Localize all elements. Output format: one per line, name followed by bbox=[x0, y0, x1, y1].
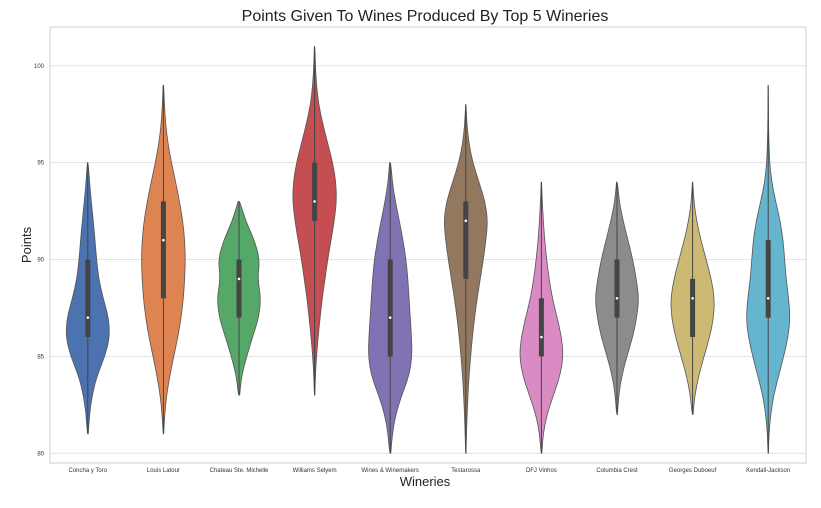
y-tick-label: 95 bbox=[37, 161, 44, 167]
iqr-box-3 bbox=[312, 162, 318, 221]
y-tick-label: 100 bbox=[34, 64, 45, 70]
x-tick-label: Columbia Crest bbox=[596, 468, 638, 474]
plot-area bbox=[49, 26, 807, 464]
x-axis-ticks: Concha y Toro Louis Latour Chateau Ste. Mi… bbox=[69, 468, 791, 474]
median-marker-1 bbox=[162, 238, 165, 242]
median-marker-2 bbox=[237, 277, 241, 281]
x-tick-label: Kendall-Jackson bbox=[746, 468, 790, 474]
iqr-box-9 bbox=[765, 240, 771, 318]
x-tick-label: Chateau Ste. Michelle bbox=[210, 468, 269, 474]
iqr-box-6 bbox=[538, 298, 544, 357]
x-tick-label: Georges Duboeuf bbox=[669, 468, 717, 474]
y-axis-ticks: 80 85 90 95 100 bbox=[34, 64, 45, 458]
x-axis-label: Wineries bbox=[400, 474, 451, 489]
median-marker-7 bbox=[615, 296, 619, 300]
median-marker-5 bbox=[464, 219, 468, 223]
violins bbox=[65, 45, 791, 454]
median-marker-4 bbox=[388, 316, 392, 319]
y-tick-label: 90 bbox=[37, 258, 44, 264]
median-marker-9 bbox=[766, 296, 770, 300]
median-marker-6 bbox=[540, 335, 543, 339]
x-tick-label: Williams Selyem bbox=[293, 468, 337, 474]
median-marker-8 bbox=[691, 296, 694, 300]
y-tick-label: 85 bbox=[37, 354, 44, 360]
iqr-box-7 bbox=[614, 259, 620, 318]
x-tick-label: Louis Latour bbox=[147, 468, 180, 474]
iqr-box-4 bbox=[387, 259, 393, 357]
iqr-box-0 bbox=[85, 259, 91, 338]
y-tick-label: 80 bbox=[37, 451, 44, 457]
x-tick-label: DFJ Vinhos bbox=[526, 468, 557, 474]
iqr-box-5 bbox=[463, 201, 469, 279]
median-marker-3 bbox=[313, 200, 316, 203]
median-marker-0 bbox=[86, 316, 90, 319]
y-axis-label: Points bbox=[19, 226, 34, 263]
x-tick-label: Concha y Toro bbox=[69, 468, 108, 474]
x-tick-label: Testarossa bbox=[451, 468, 481, 474]
iqr-box-8 bbox=[690, 278, 696, 338]
chart-title: Points Given To Wines Produced By Top 5 … bbox=[242, 8, 609, 25]
iqr-box-2 bbox=[236, 259, 242, 318]
x-tick-label: Wines & Winemakers bbox=[362, 468, 419, 474]
iqr-box-1 bbox=[160, 201, 166, 299]
